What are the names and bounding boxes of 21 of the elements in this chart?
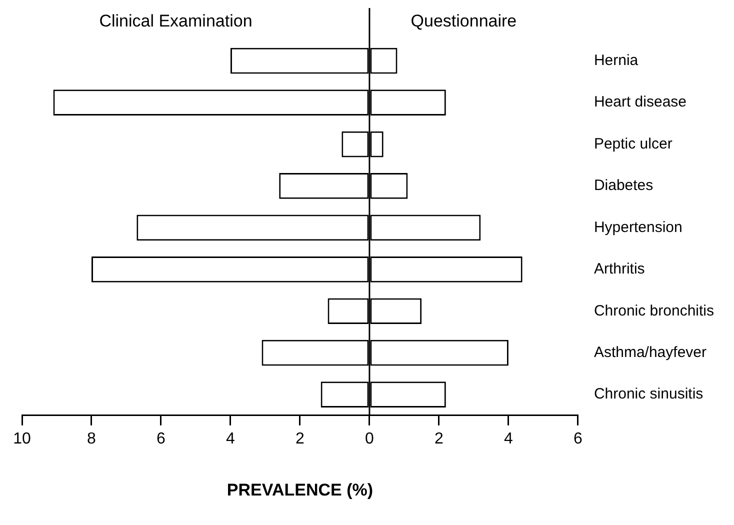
x-tick-label: 10 (13, 430, 31, 448)
y-tick-label: Asthma/hayfever (594, 344, 707, 361)
y-tick-label: Diabetes (594, 177, 654, 194)
y-tick-label: Chronic bronchitis (594, 302, 714, 320)
series-label: Questionnaire (410, 12, 517, 31)
x-tick-label: 6 (156, 430, 166, 448)
y-tick-label: Hernia (594, 52, 639, 69)
y-tick-label: Hypertension (594, 218, 682, 236)
x-tick-label: 4 (226, 430, 236, 448)
x-tick-label: 0 (365, 430, 374, 448)
y-tick-label: Chronic sinusitis (594, 386, 704, 403)
x-tick-label: 2 (434, 430, 444, 448)
y-tick-label: Heart disease (594, 94, 687, 111)
x-tick-label: 2 (296, 430, 305, 448)
x-tick-label: 4 (504, 430, 513, 448)
series-label: Clinical Examination (99, 12, 252, 31)
y-tick-label: Peptic ulcer (594, 135, 672, 152)
y-tick-label: Arthritis (594, 260, 645, 278)
x-tick-label: 6 (573, 430, 582, 448)
x-tick-label: 8 (87, 430, 96, 448)
x-axis-title: PREVALENCE (%) (226, 480, 374, 500)
